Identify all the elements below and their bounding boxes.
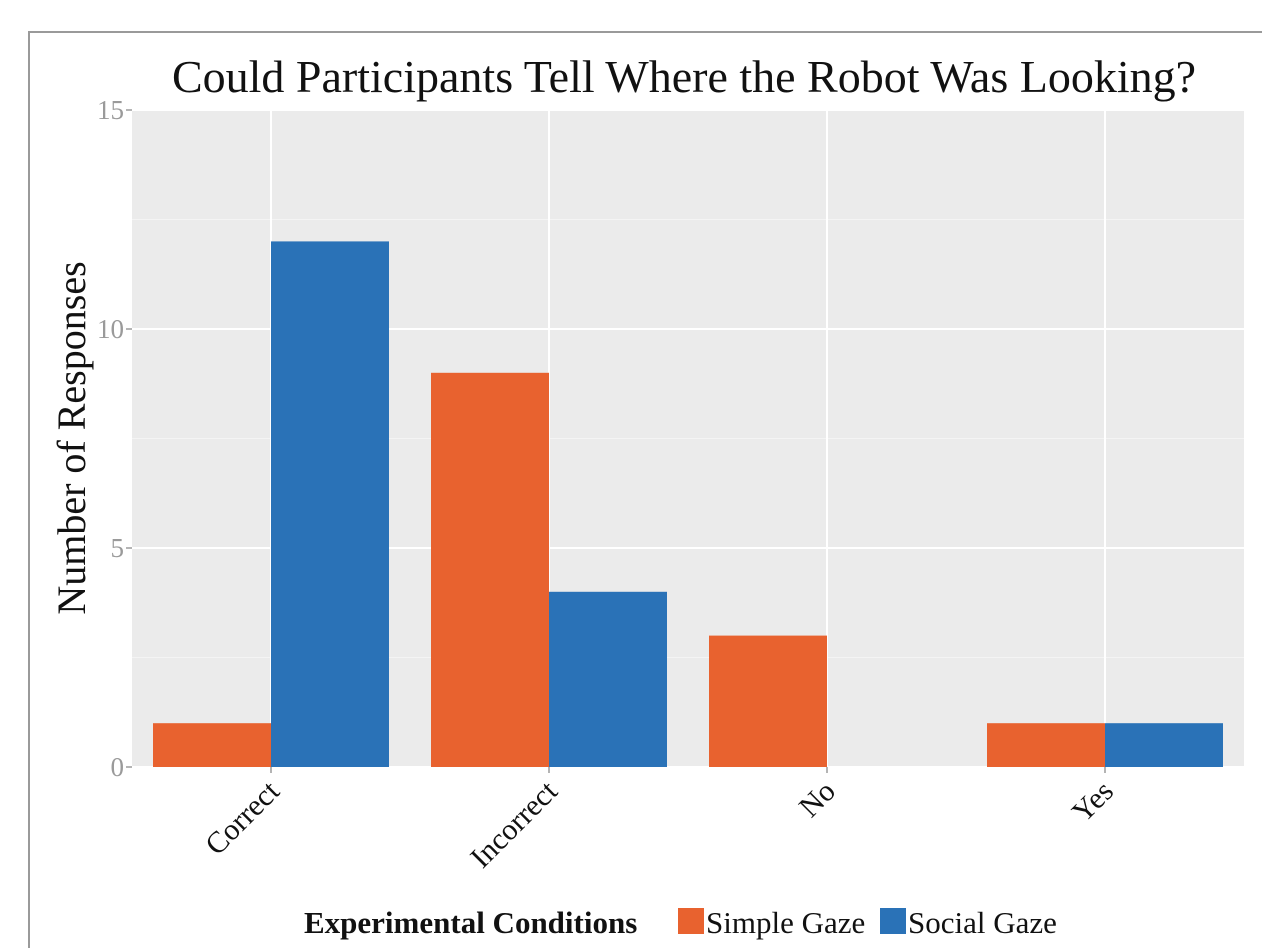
- legend-label-simple-gaze: Simple Gaze: [706, 905, 865, 940]
- bar-social-gaze-incorrect: [549, 591, 667, 767]
- chart-frame: [28, 31, 1262, 948]
- x-tick-label-no: No: [793, 775, 842, 824]
- x-tick-label-correct: Correct: [199, 774, 286, 861]
- bar-simple-gaze-correct: [153, 723, 271, 767]
- y-tick-label: 10: [97, 314, 124, 344]
- bar-social-gaze-yes: [1105, 723, 1223, 767]
- y-tick-label: 15: [97, 95, 124, 125]
- x-axis-ticks: Correct Incorrect No Yes: [199, 767, 1120, 875]
- y-axis-label: Number of Responses: [49, 261, 94, 614]
- legend-title: Experimental Conditions: [304, 905, 637, 940]
- x-tick-label-incorrect: Incorrect: [464, 774, 564, 874]
- legend-swatch-social-gaze: [880, 908, 906, 934]
- x-tick-label-yes: Yes: [1066, 775, 1120, 829]
- y-tick-label: 5: [111, 533, 125, 563]
- bar-simple-gaze-no: [709, 635, 827, 767]
- y-tick-label: 0: [111, 752, 125, 782]
- bars: [153, 241, 1223, 767]
- bar-social-gaze-correct: [271, 241, 389, 767]
- legend-swatch-simple-gaze: [678, 908, 704, 934]
- legend-label-social-gaze: Social Gaze: [908, 905, 1057, 940]
- chart-title: Could Participants Tell Where the Robot …: [172, 51, 1196, 102]
- y-axis-ticks: 0 5 10 15: [97, 95, 132, 782]
- bar-simple-gaze-yes: [987, 723, 1105, 767]
- legend: Experimental Conditions Simple Gaze Soci…: [304, 905, 1057, 940]
- bar-simple-gaze-incorrect: [431, 372, 549, 767]
